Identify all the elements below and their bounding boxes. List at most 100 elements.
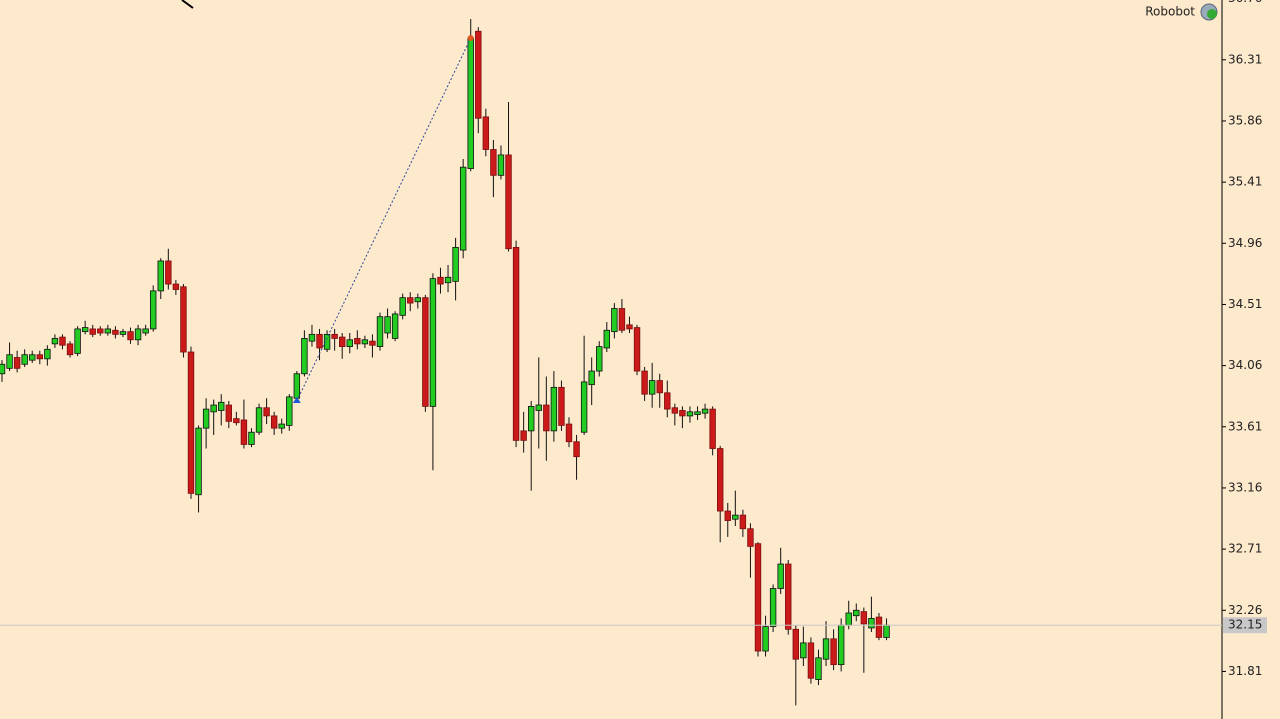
candle-body [263, 407, 270, 417]
candle-body [815, 657, 822, 680]
candle-body [739, 514, 747, 530]
candle-body [346, 339, 353, 347]
trade-line [296, 37, 472, 402]
candle-body [618, 308, 626, 331]
candle-body [792, 628, 799, 660]
candle-body [822, 638, 830, 660]
current-price-label: 32.15 [1228, 618, 1262, 632]
candle-body [459, 166, 467, 251]
candle-body [44, 348, 51, 360]
candle-body [528, 405, 535, 432]
entry-arrow [292, 396, 301, 403]
candle-body [543, 404, 550, 432]
candle-body [785, 563, 792, 630]
candle-body [641, 370, 648, 395]
candle-body [97, 328, 104, 334]
candle-body [225, 404, 232, 422]
candle-body [709, 408, 716, 449]
y-tick-label: 34.51 [1228, 297, 1262, 311]
candle-body [361, 339, 369, 345]
candle-body [331, 333, 338, 339]
candle-body [376, 316, 384, 347]
candle-body [626, 324, 633, 330]
candle-body [467, 37, 474, 169]
candle-body [671, 407, 679, 414]
candle-body [187, 351, 195, 494]
candle-body [172, 283, 180, 290]
y-tick-label: 33.16 [1228, 480, 1262, 494]
candle-body [74, 328, 81, 354]
candle-body [157, 260, 164, 292]
candle-body [354, 338, 361, 345]
candle-body [248, 431, 255, 445]
candle-body [149, 290, 157, 330]
candle-body [883, 624, 890, 638]
candle-body [369, 340, 376, 346]
cursor-stroke [181, 0, 194, 9]
candle-body [520, 430, 527, 441]
candle-body [596, 346, 603, 372]
y-tick-label: 32.71 [1228, 542, 1262, 556]
candle-body [603, 329, 610, 349]
candle-body [679, 410, 686, 417]
candle-body [218, 401, 225, 411]
candle-body [21, 354, 28, 365]
expert-icon-dot [1207, 9, 1217, 19]
candle-body [399, 297, 406, 316]
candle-body [112, 329, 119, 335]
candle-body [286, 396, 293, 426]
candle-body [747, 528, 754, 547]
candle-body [13, 357, 21, 369]
candle-body [860, 611, 868, 625]
y-tick-label: 36.31 [1228, 52, 1262, 66]
candle-body [127, 331, 134, 341]
candle-body [497, 154, 505, 176]
candle-body [807, 642, 815, 679]
candle-body [6, 354, 13, 369]
candle-body [754, 543, 762, 652]
candle-body [769, 588, 777, 627]
candle-body [429, 278, 437, 407]
candle-body [301, 338, 308, 375]
candle-body [732, 514, 739, 520]
candle-body [407, 297, 414, 304]
candle-body [611, 308, 618, 333]
expert-name: Robobot [1145, 5, 1195, 19]
y-tick-label: 31.81 [1228, 664, 1262, 678]
price-label-box [1223, 617, 1267, 634]
candle-body [505, 154, 512, 250]
candle-body [51, 338, 59, 345]
candle-body [202, 408, 210, 429]
y-tick-label: 33.61 [1228, 419, 1262, 433]
candle-body [656, 380, 663, 394]
candle-body [701, 408, 709, 414]
y-tick-label: 36.76 [1228, 0, 1262, 5]
y-tick-label: 35.41 [1228, 175, 1262, 189]
candle-body [422, 297, 429, 407]
candle-body [800, 642, 807, 659]
exit-marker [467, 35, 474, 42]
candle-body [59, 336, 66, 346]
candle-body [89, 328, 96, 335]
candle-body [717, 448, 724, 512]
candle-body [0, 363, 6, 375]
candle-body [875, 616, 883, 638]
candle-body [588, 370, 595, 386]
candle-body [119, 331, 127, 335]
candle-body [868, 618, 875, 629]
candle-body [777, 563, 784, 589]
candle-body [29, 354, 36, 361]
y-tick-label: 35.86 [1228, 113, 1262, 127]
candle-body [414, 297, 421, 303]
candle-body [180, 286, 187, 353]
candle-body [308, 333, 316, 342]
candle-body [134, 328, 142, 341]
candle-body [475, 30, 482, 119]
candle-body [830, 638, 837, 666]
candle-body [391, 313, 399, 339]
candle-body [293, 373, 301, 399]
candle-body [694, 411, 701, 415]
candle-body [323, 333, 331, 350]
candle-body [648, 380, 656, 395]
candle-body [165, 260, 172, 285]
